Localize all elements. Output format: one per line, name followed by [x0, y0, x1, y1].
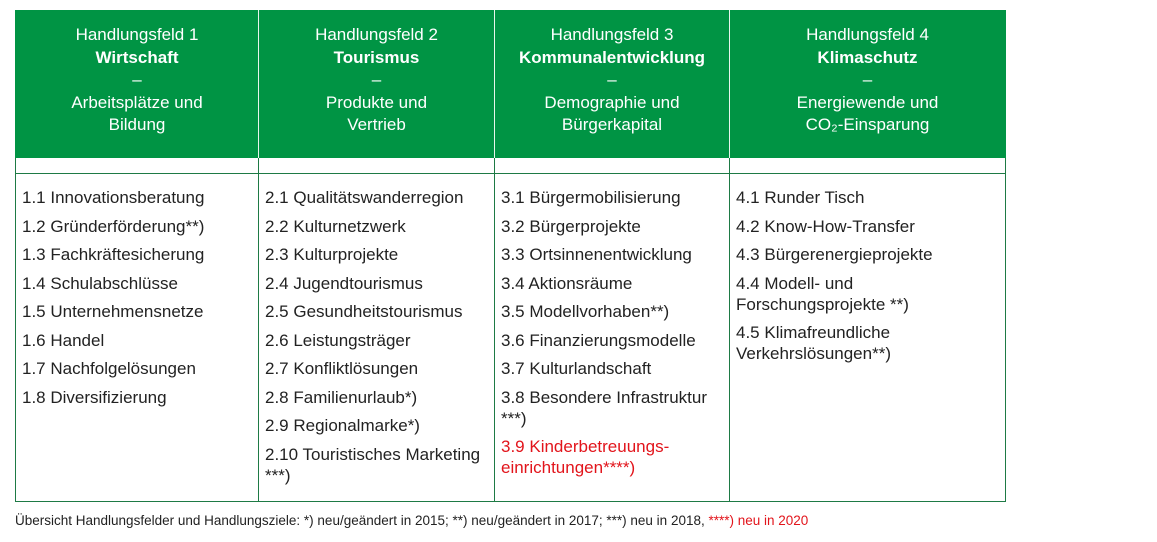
goal-item: 2.2 Kulturnetzwerk: [265, 216, 406, 236]
field-subtitle: Vertrieb: [347, 115, 406, 134]
field-number: Handlungsfeld 1: [75, 25, 199, 44]
field-subtitle: Bürgerkapital: [561, 115, 663, 134]
goal-item: 3.3 Ortsinnenentwicklung: [501, 245, 692, 264]
column-header-4: Handlungsfeld 4 Klimaschutz – Energiewende …: [729, 10, 1006, 158]
goal-item: 3.4 Aktionsräume: [501, 273, 633, 293]
goal-item: 4.4 Modell- und Forschungsprojekte **): [736, 273, 909, 314]
goal-item: 2.10 Touristisches Marketing ***): [265, 444, 481, 485]
goal-item: 3.2 Bürgerprojekte: [501, 216, 641, 236]
column-header-3: Handlungsfeld 3 Kommunalentwicklung – Demog…: [494, 10, 730, 158]
goal-item: 3.9 Kinderbetreuungs-einrichtungen****): [501, 437, 670, 477]
column-goals-4: 4.1 Runder Tisch 4.2 Know-How-Transfer 4.3…: [729, 173, 1006, 502]
handlungsfelder-table: Handlungsfeld 1 Wirtschaft – Arbeitsplätze …: [15, 10, 1006, 502]
goal-item: 3.8 Besondere Infrastruktur ***): [501, 387, 708, 428]
field-title: Wirtschaft: [95, 47, 179, 67]
dash: –: [371, 70, 382, 89]
dash: –: [607, 70, 617, 89]
footnote: Übersicht Handlungsfelder und Handlungsz…: [15, 513, 808, 528]
field-title: Tourismus: [333, 47, 420, 67]
column-header-1: Handlungsfeld 1 Wirtschaft – Arbeitsplätze …: [15, 10, 259, 158]
field-number: Handlungsfeld 2: [315, 25, 438, 44]
goal-item: 1.4 Schulabschlüsse: [22, 273, 178, 293]
goal-item: 3.7 Kulturlandschaft: [501, 359, 652, 378]
field-subtitle: Demographie und: [544, 92, 680, 112]
goal-item: 4.2 Know-How-Transfer: [736, 216, 915, 236]
field-number: Handlungsfeld 4: [806, 25, 929, 44]
column-goals-1: 1.1 Innovationsberatung 1.2 Gründerförder…: [15, 173, 259, 502]
column-goals-3: 3.1 Bürgermobilisierung 3.2 Bürgerprojekt…: [494, 173, 730, 502]
footnote-new-2020: ****) neu in 2020: [708, 513, 809, 528]
field-subtitle: Arbeitsplätze und: [71, 92, 203, 112]
goal-item: 2.8 Familienurlaub*): [265, 387, 418, 407]
goal-item: 1.3 Fachkräftesicherung: [22, 245, 205, 264]
goal-item: 4.3 Bürgerenergieprojekte: [736, 245, 933, 264]
goal-item: 2.1 Qualitätswanderregion: [265, 188, 464, 207]
goal-item: 1.6 Handel: [22, 330, 105, 350]
field-number: Handlungsfeld 3: [550, 25, 674, 44]
goal-item: 1.2 Gründerförderung**): [22, 216, 205, 236]
goal-item: 2.4 Jugendtourismus: [265, 273, 423, 293]
field-subtitle: Bildung: [108, 115, 166, 134]
goal-item: 3.6 Finanzierungsmodelle: [501, 330, 696, 350]
goal-item: 2.6 Leistungsträger: [265, 330, 411, 350]
column-goals-2: 2.1 Qualitätswanderregion 2.2 Kulturnetzw…: [258, 173, 495, 502]
goal-item: 3.5 Modellvorhaben**): [501, 302, 670, 321]
goal-item: 2.7 Konfliktlösungen: [265, 359, 419, 378]
goal-item: 3.1 Bürgermobilisierung: [501, 188, 681, 207]
field-subtitle: Produkte und: [325, 92, 428, 112]
goal-item: 2.5 Gesundheitstourismus: [265, 302, 463, 321]
goal-item: 1.8 Diversifizierung: [22, 387, 167, 407]
field-title: Kommunalentwicklung: [518, 47, 706, 67]
field-title: Klimaschutz: [817, 47, 918, 67]
goal-item: 1.5 Unternehmensnetze: [22, 302, 204, 321]
column-header-2: Handlungsfeld 2 Tourismus – Produkte und Ver…: [258, 10, 495, 158]
goal-item: 4.5 Klimafreundliche Verkehrslösungen**): [736, 323, 891, 363]
goal-item: 2.3 Kulturprojekte: [265, 245, 399, 264]
footnote-text: Übersicht Handlungsfelder und Handlungsz…: [15, 513, 709, 528]
field-subtitle: CO₂-Einsparung: [805, 115, 930, 134]
goal-item: 1.7 Nachfolgelösungen: [22, 359, 196, 378]
goal-item: 2.9 Regionalmarke*): [265, 416, 420, 435]
goal-item: 4.1 Runder Tisch: [736, 188, 865, 207]
goal-item: 1.1 Innovationsberatung: [22, 188, 205, 207]
dash: –: [132, 70, 142, 89]
field-subtitle: Energiewende und: [796, 92, 939, 112]
dash: –: [862, 70, 873, 89]
